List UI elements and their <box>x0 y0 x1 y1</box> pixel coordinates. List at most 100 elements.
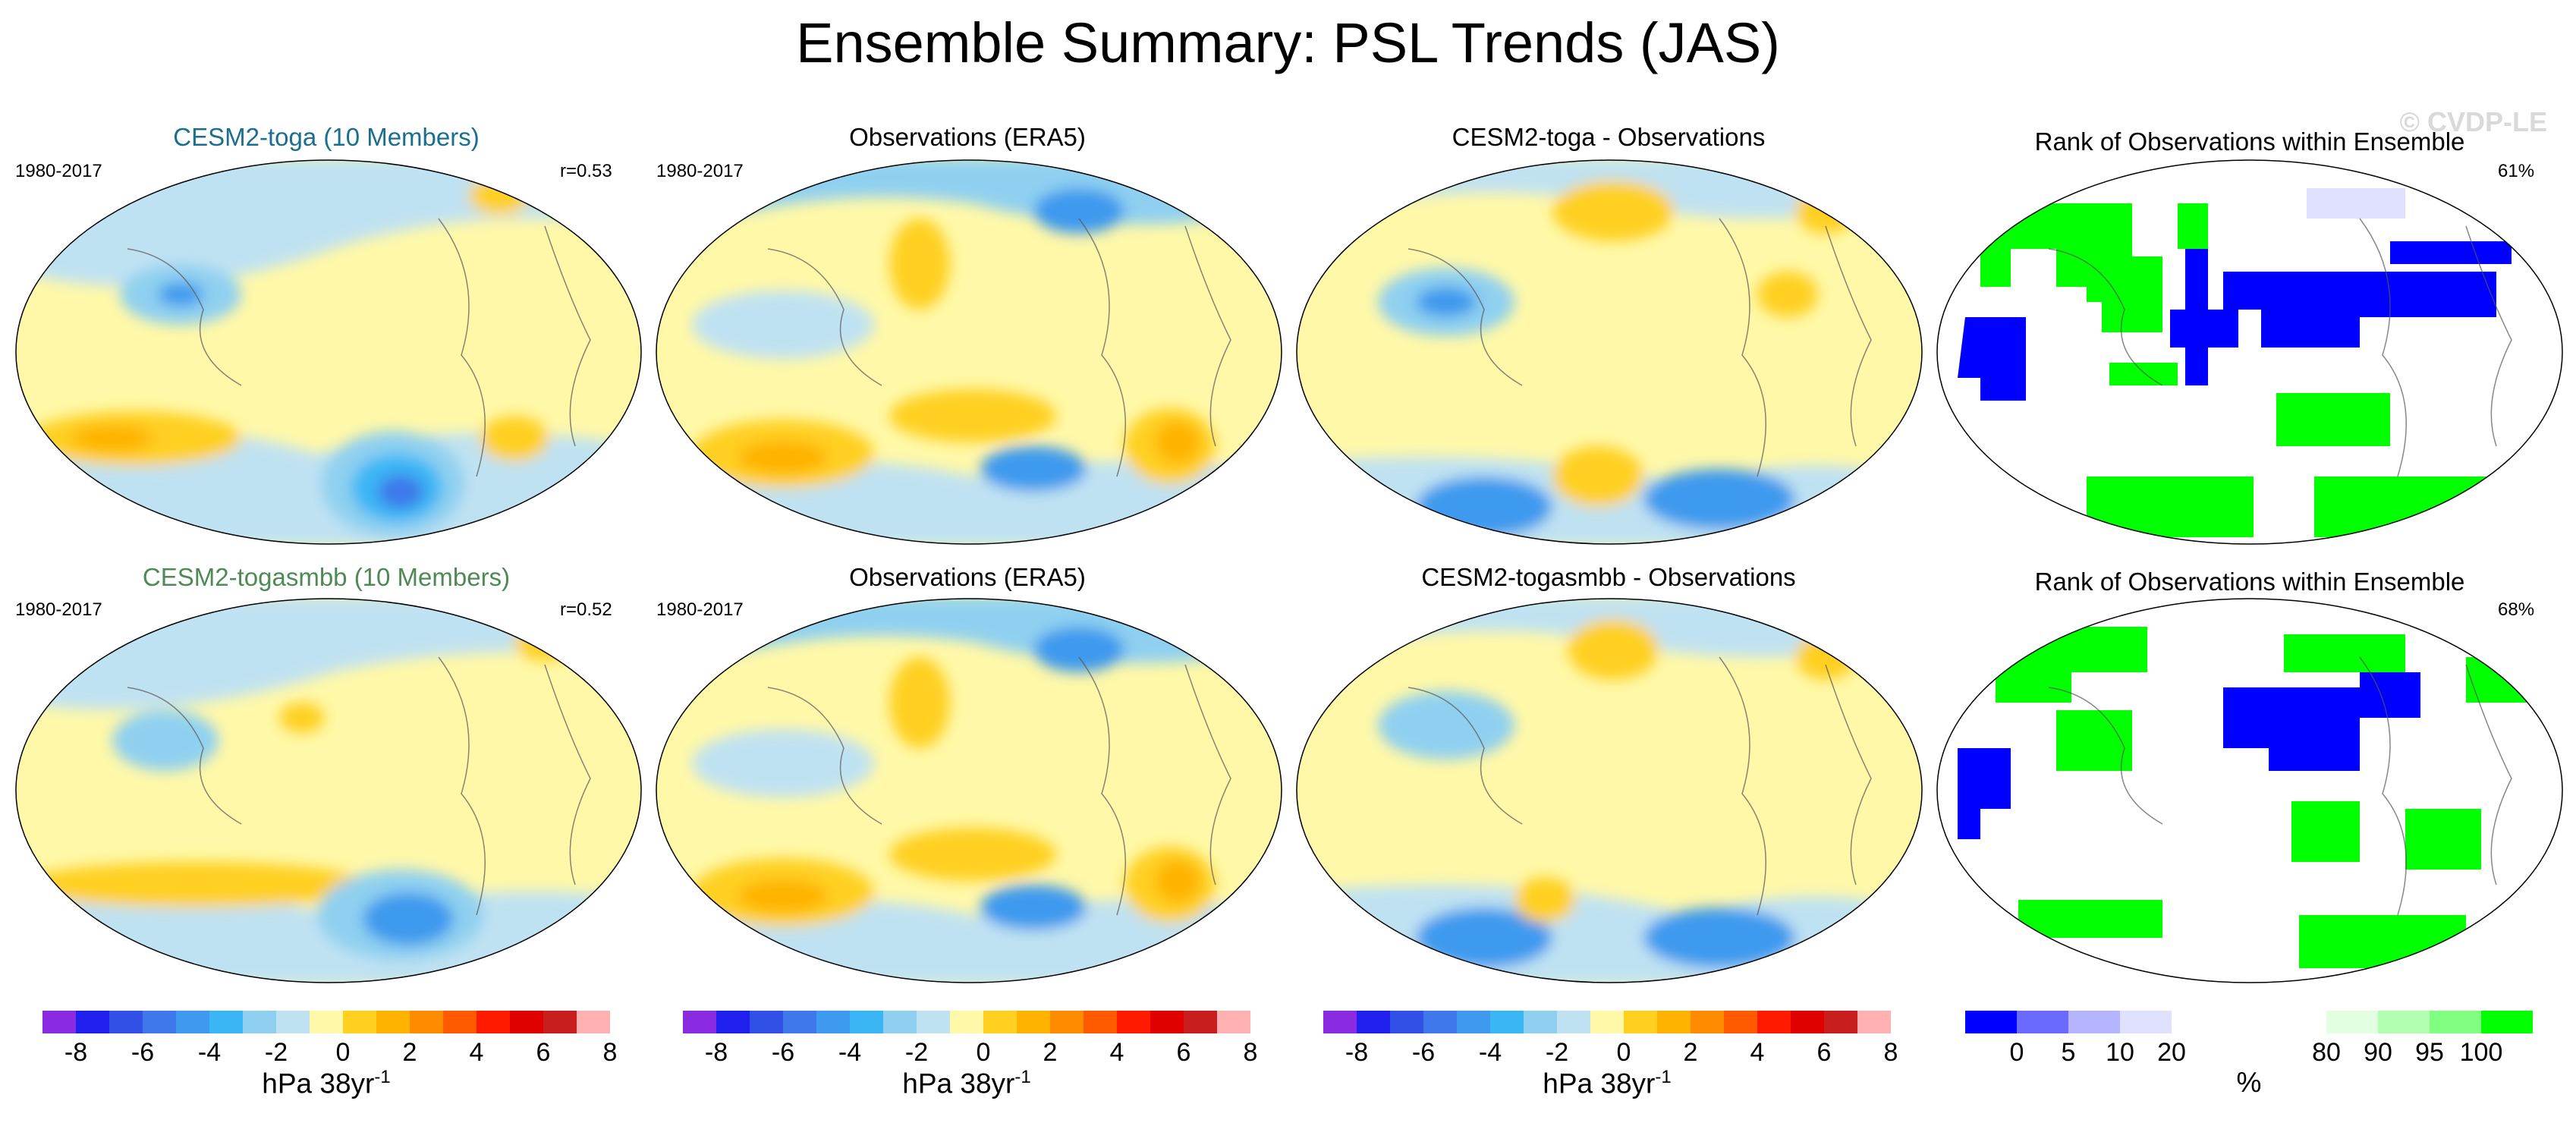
colorbar-swatch <box>2223 1011 2275 1033</box>
colorbar-swatch <box>750 1011 783 1033</box>
colorbar-swatch <box>2378 1011 2430 1033</box>
rank-percent: 61% <box>2498 161 2535 181</box>
colorbar-swatch <box>477 1011 510 1033</box>
colorbar-swatch <box>1050 1011 1084 1033</box>
colorbar-swatch <box>683 1011 716 1033</box>
colorbar-swatch <box>1557 1011 1590 1033</box>
colorbar-swatch <box>1150 1011 1184 1033</box>
model-period: 1980-2017 <box>15 161 102 181</box>
watermark: © CVDP-LE <box>2399 106 2547 137</box>
colorbar-swatch <box>1657 1011 1691 1033</box>
colorbar-tick-label: -4 <box>838 1038 862 1067</box>
colorbar-swatch <box>109 1011 143 1033</box>
map-cesm2-toga <box>15 159 642 545</box>
colorbar-swatch <box>1184 1011 1217 1033</box>
rank-colorbar-unit-label: % <box>2236 1067 2262 1098</box>
rank-panel-title: Rank of Observations within Ensemble <box>2034 127 2465 156</box>
model-panel-title: CESM2-toga (10 Members) <box>173 123 480 151</box>
model-correlation: r=0.53 <box>560 161 612 181</box>
colorbar-swatch <box>376 1011 410 1033</box>
colorbar-swatch <box>1791 1011 1824 1033</box>
colorbar-swatch <box>176 1011 209 1033</box>
colorbar-tick-label: 6 <box>536 1038 551 1067</box>
colorbar-swatch <box>1724 1011 1757 1033</box>
colorbar-swatch <box>2120 1011 2172 1033</box>
colorbar-tick-label: -2 <box>264 1038 288 1067</box>
colorbar-tick-label: 5 <box>2061 1038 2076 1067</box>
colorbar-swatch <box>2068 1011 2120 1033</box>
colorbar-tick-label: 8 <box>1883 1038 1898 1067</box>
colorbar-swatch <box>2430 1011 2481 1033</box>
colorbar-tick-label: -2 <box>904 1038 929 1067</box>
rank-percent: 68% <box>2498 599 2535 620</box>
page-title: Ensemble Summary: PSL Trends (JAS) <box>796 11 1780 74</box>
colorbar-swatch <box>1457 1011 1490 1033</box>
colorbar-unit-label: hPa 38yr-1 <box>902 1067 1031 1099</box>
colorbar-tick-label: -4 <box>197 1038 222 1067</box>
diff-panel-title: CESM2-toga - Observations <box>1452 123 1766 151</box>
colorbar-swatch <box>1757 1011 1791 1033</box>
colorbar-swatch <box>917 1011 950 1033</box>
colorbar-swatch <box>1423 1011 1457 1033</box>
colorbar-tick-label: 95 <box>2415 1038 2444 1067</box>
trend-colorbar <box>1323 1011 1891 1033</box>
obs-panel-title: Observations (ERA5) <box>849 123 1086 151</box>
trend-colorbar <box>42 1011 610 1033</box>
colorbar-tick-label: 4 <box>1109 1038 1124 1067</box>
model-panel-title: CESM2-togasmbb (10 Members) <box>142 563 511 591</box>
colorbar-swatch <box>1117 1011 1150 1033</box>
colorbar-swatch <box>510 1011 543 1033</box>
colorbar-swatch <box>1357 1011 1390 1033</box>
colorbar-tick-label: -8 <box>64 1038 88 1067</box>
colorbar-tick-label: -6 <box>131 1038 155 1067</box>
colorbar-tick-label: 2 <box>1043 1038 1058 1067</box>
colorbar-tick-label: 10 <box>2106 1038 2134 1067</box>
map-difference <box>1296 598 1923 983</box>
map-difference <box>1296 159 1923 545</box>
trend-colorbar <box>683 1011 1250 1033</box>
colorbar-swatch <box>343 1011 376 1033</box>
map-observations <box>656 159 1282 545</box>
colorbar-swatch <box>850 1011 883 1033</box>
colorbar-swatch <box>983 1011 1017 1033</box>
obs-period: 1980-2017 <box>656 161 744 181</box>
map-rank <box>1936 598 2563 983</box>
colorbar-swatch <box>883 1011 917 1033</box>
colorbar-tick-label: 0 <box>335 1038 351 1067</box>
colorbar-swatch <box>1624 1011 1657 1033</box>
colorbar-tick-label: 2 <box>1683 1038 1698 1067</box>
colorbar-swatch <box>276 1011 310 1033</box>
map-observations <box>656 598 1282 983</box>
colorbar-swatch <box>1390 1011 1423 1033</box>
colorbar-swatch <box>1524 1011 1557 1033</box>
colorbar-swatch <box>1590 1011 1624 1033</box>
colorbar-swatch <box>2172 1011 2223 1033</box>
colorbar-tick-label: 20 <box>2157 1038 2186 1067</box>
colorbar-swatch <box>1323 1011 1357 1033</box>
diff-panel-title: CESM2-togasmbb - Observations <box>1421 563 1796 591</box>
colorbar-swatch <box>143 1011 176 1033</box>
map-rank <box>1936 159 2563 545</box>
colorbar-swatch <box>2017 1011 2068 1033</box>
colorbar-swatch <box>1965 1011 2017 1033</box>
colorbar-swatch <box>1490 1011 1524 1033</box>
colorbar-tick-label: -6 <box>771 1038 795 1067</box>
colorbar-swatch <box>1017 1011 1050 1033</box>
colorbar-tick-label: 80 <box>2312 1038 2341 1067</box>
model-period: 1980-2017 <box>15 599 102 620</box>
colorbar-tick-label: 100 <box>2459 1038 2503 1067</box>
colorbar-swatch <box>2275 1011 2326 1033</box>
colorbar-swatch <box>577 1011 610 1033</box>
obs-panel-title: Observations (ERA5) <box>849 563 1086 591</box>
colorbar-swatch <box>2326 1011 2378 1033</box>
colorbar-swatch <box>816 1011 850 1033</box>
colorbar-tick-label: -2 <box>1545 1038 1569 1067</box>
colorbar-tick-label: 2 <box>402 1038 417 1067</box>
colorbar-tick-label: 6 <box>1816 1038 1832 1067</box>
colorbar-swatch <box>543 1011 577 1033</box>
colorbar-swatch <box>1824 1011 1857 1033</box>
colorbar-tick-label: -4 <box>1478 1038 1502 1067</box>
colorbar-unit-label: hPa 38yr-1 <box>1543 1067 1672 1099</box>
colorbar-unit-label: hPa 38yr-1 <box>262 1067 391 1099</box>
colorbar-tick-label: 4 <box>1750 1038 1765 1067</box>
